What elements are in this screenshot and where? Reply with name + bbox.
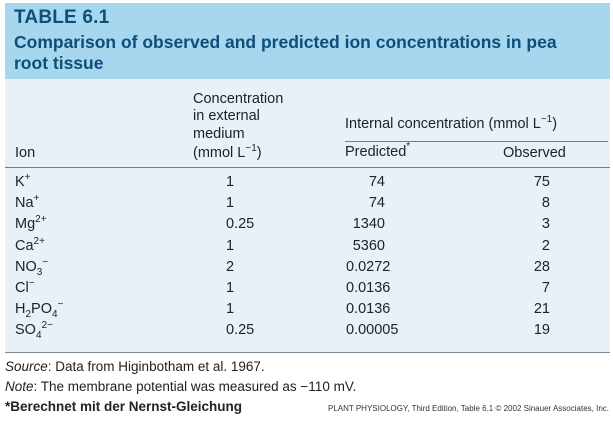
external-concentration-cell: 0.25 [226,216,255,233]
table-panel [5,79,610,353]
observed-cell: 75 [533,174,550,190]
external-concentration-cell: 1 [226,174,235,190]
col-header-external-3: medium [193,126,245,142]
table-label: TABLE 6.1 [14,7,110,28]
ion-cell: H2PO4− [15,299,64,321]
col-header-internal-group: Internal concentration (mmol L−1) [345,114,558,132]
predicted-cell: 0.0136 [346,301,391,318]
predicted-cell: 74 [368,174,385,190]
table-header: TABLE 6.1 Comparison of observed and pre… [5,3,610,79]
external-concentration-cell: 0.25 [226,322,255,339]
ion-cell: NO3− [15,256,49,278]
col-header-external-2: in external [193,108,260,124]
external-concentration-cell: 1 [226,280,235,296]
col-header-ion: Ion [15,145,36,161]
observed-cell: 2 [541,237,550,254]
external-concentration-cell: 1 [226,237,235,254]
table-title: Comparison of observed and predicted ion… [14,32,557,73]
external-concentration-cell: 2 [226,258,235,275]
header-rule [5,167,610,168]
observed-cell: 28 [533,258,550,275]
observed-cell: 21 [533,301,550,318]
publisher-credit: PLANT PHYSIOLOGY, Third Edition, Table 6… [327,404,609,413]
ion-cell: SO42− [15,320,53,342]
col-header-observed: Observed [503,145,566,161]
internal-group-rule [345,141,608,142]
nernst-note: *Berechnet mit der Nernst-Gleichung [5,399,243,414]
ion-cell: Ca2+ [15,235,45,254]
predicted-cell: 0.0136 [346,280,391,296]
external-concentration-cell: 1 [226,301,235,318]
col-header-external-1: Concentration [193,91,284,107]
predicted-cell: 0.00005 [346,322,399,339]
predicted-cell: 0.0272 [346,258,391,275]
col-header-external-4: (mmol L−1) [193,143,262,161]
ion-cell: Cl− [15,278,35,296]
observed-cell: 3 [541,216,550,233]
col-header-predicted: Predicted* [345,141,411,160]
predicted-cell: 1340 [352,216,385,233]
observed-cell: 8 [541,195,550,212]
source-note: Source: Data from Higinbotham et al. 196… [5,359,265,374]
observed-cell: 19 [533,322,550,339]
predicted-cell: 74 [368,195,385,212]
membrane-note: Note: The membrane potential was measure… [5,379,357,394]
external-concentration-cell: 1 [226,195,235,212]
ion-cell: K+ [15,172,31,190]
observed-cell: 7 [541,280,550,296]
ion-cell: Mg2+ [15,214,47,233]
predicted-cell: 5360 [352,237,385,254]
ion-cell: Na+ [15,193,40,212]
